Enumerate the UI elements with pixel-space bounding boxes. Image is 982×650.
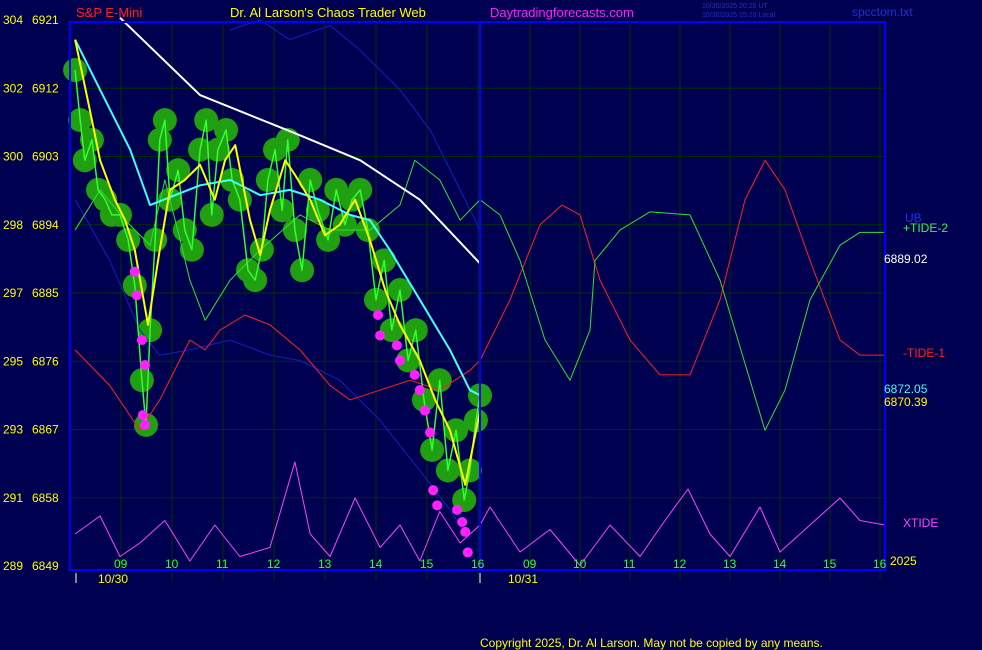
hour-label: 13: [723, 557, 737, 571]
hour-label: 09: [523, 557, 537, 571]
low-marker: [391, 340, 402, 351]
grid: [70, 22, 885, 580]
year-label: 2025: [890, 554, 917, 568]
hour-label: 11: [216, 557, 229, 571]
low-marker: [136, 335, 147, 346]
white-value: 6889.02: [884, 252, 928, 266]
site-link[interactable]: Daytradingforecasts.com: [490, 5, 634, 20]
y-tick-price: 6921: [32, 13, 59, 27]
y-tick-left: 295: [3, 354, 23, 368]
plot-border: [69, 21, 886, 571]
yellow-average-line: [74, 39, 482, 486]
date-label: 10/31: [508, 572, 538, 586]
y-tick-left: 291: [3, 491, 23, 505]
low-marker: [419, 405, 430, 416]
time-ut: 10/30/2025 20:20 UT: [702, 3, 768, 10]
low-marker: [414, 385, 425, 396]
hour-label: 10: [165, 557, 179, 571]
y-tick-price: 6858: [32, 491, 59, 505]
low-marker: [394, 355, 405, 366]
ub-label: UB: [905, 211, 922, 225]
hour-label: 15: [420, 557, 434, 571]
hour-label: 14: [369, 557, 383, 571]
y-tick-price: 6849: [32, 559, 59, 573]
hour-label: 12: [267, 557, 281, 571]
chart-title: Dr. Al Larson's Chaos Trader Web: [230, 5, 426, 20]
low-marker: [457, 517, 468, 528]
y-tick-price: 6876: [32, 354, 59, 368]
low-marker: [129, 266, 140, 277]
hour-label: 12: [673, 557, 687, 571]
low-marker: [375, 330, 386, 341]
hour-label: 13: [318, 557, 332, 571]
y-tick-left: 302: [3, 81, 23, 95]
y-tick-price: 6894: [32, 218, 59, 232]
low-marker: [139, 360, 150, 371]
time-local: 10/30/2025 15:20 Local: [702, 12, 776, 19]
low-marker: [139, 419, 150, 430]
symbol-title: S&P E-Mini: [76, 5, 142, 20]
xtide-label: XTIDE: [903, 516, 938, 530]
tide2-label: +TIDE-2: [903, 221, 948, 235]
low-marker: [409, 369, 420, 380]
yellow-value: 6870.39: [884, 395, 928, 409]
y-tick-price: 6903: [32, 150, 59, 164]
low-marker: [460, 526, 471, 537]
hour-label: 15: [823, 557, 837, 571]
hour-label: 10: [573, 557, 587, 571]
copyright: Copyright 2025, Dr. Al Larson. May not b…: [480, 636, 823, 650]
hour-label: 16: [873, 557, 887, 571]
series-lines: [63, 17, 886, 566]
cyan-value: 6872.05: [884, 382, 928, 396]
y-tick-left: 293: [3, 423, 23, 437]
white-average-line: [119, 17, 481, 265]
xtide-line: [74, 461, 886, 566]
y-tick-left: 298: [3, 218, 23, 232]
low-marker: [432, 500, 443, 511]
low-marker: [425, 427, 436, 438]
low-marker: [452, 504, 463, 515]
date-label: 10/30: [98, 572, 128, 586]
y-tick-left: 289: [3, 559, 23, 573]
upper-band-line: [229, 19, 481, 231]
y-tick-price: 6912: [32, 81, 59, 95]
cyan-average-line: [74, 39, 481, 397]
y-tick-left: 304: [3, 13, 23, 27]
hour-label: 09: [114, 557, 128, 571]
y-tick-price: 6867: [32, 423, 59, 437]
low-marker: [428, 485, 439, 496]
lower-band-line: [74, 199, 471, 541]
tide1-label: -TIDE-1: [903, 346, 945, 360]
hour-label: 11: [623, 557, 636, 571]
low-marker: [373, 309, 384, 320]
y-tick-price: 6885: [32, 286, 59, 300]
low-marker: [131, 290, 142, 301]
y-tick-left: 300: [3, 150, 23, 164]
file-name: spcctom.txt: [852, 5, 913, 19]
low-marker: [137, 410, 148, 421]
low-marker: [462, 547, 473, 558]
y-tick-left: 297: [3, 286, 23, 300]
hour-label: 16: [471, 557, 485, 571]
y-axis-labels: 304 6921 302 6912 300 6903 298 6894 297 6885 295 68…: [3, 13, 59, 573]
hour-label: 14: [773, 557, 787, 571]
